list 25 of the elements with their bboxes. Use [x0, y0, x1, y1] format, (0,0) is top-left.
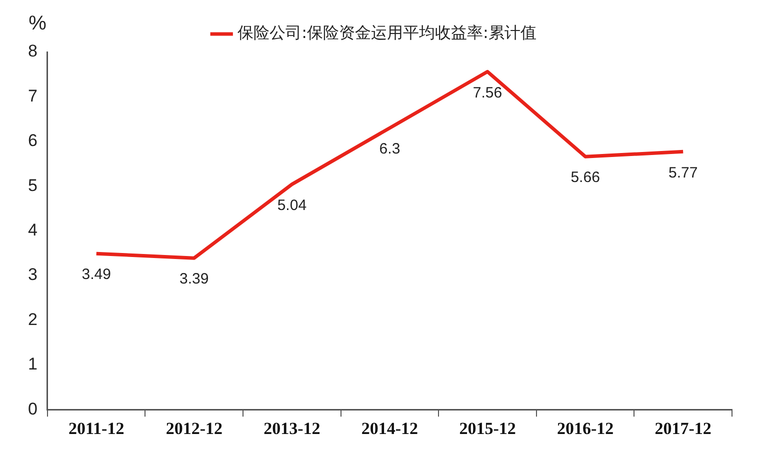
y-tick-label: 2: [28, 310, 38, 329]
x-tick-label: 2011-12: [68, 419, 124, 438]
y-tick-label: 7: [28, 86, 38, 106]
y-tick-label: 4: [28, 220, 38, 240]
x-tick-label: 2015-12: [459, 419, 516, 438]
x-tick-label: 2014-12: [361, 419, 418, 438]
x-tick-label: 2016-12: [556, 419, 614, 438]
x-tick-label: 2017-12: [654, 419, 712, 438]
data-label: 3.39: [180, 270, 209, 288]
y-tick-label: 5: [28, 176, 38, 195]
legend-label: 保险公司:保险资金运用平均收益率:累计值: [238, 23, 536, 42]
data-label: 6.3: [379, 140, 400, 158]
x-tick-label: 2013-12: [264, 419, 320, 438]
data-label: 5.66: [570, 169, 600, 186]
y-tick-label: 1: [28, 354, 38, 374]
y-tick-label: 6: [28, 131, 38, 150]
y-axis-title: %: [28, 12, 47, 35]
data-label: 5.77: [668, 164, 698, 182]
data-label: 3.49: [82, 266, 111, 284]
data-label: 7.56: [472, 84, 502, 102]
y-tick-label: 0: [28, 399, 38, 418]
y-tick-label: 8: [28, 42, 38, 61]
x-tick-label: 2012-12: [166, 419, 222, 438]
data-label: 5.04: [277, 196, 307, 214]
y-tick-label: 3: [28, 265, 38, 284]
